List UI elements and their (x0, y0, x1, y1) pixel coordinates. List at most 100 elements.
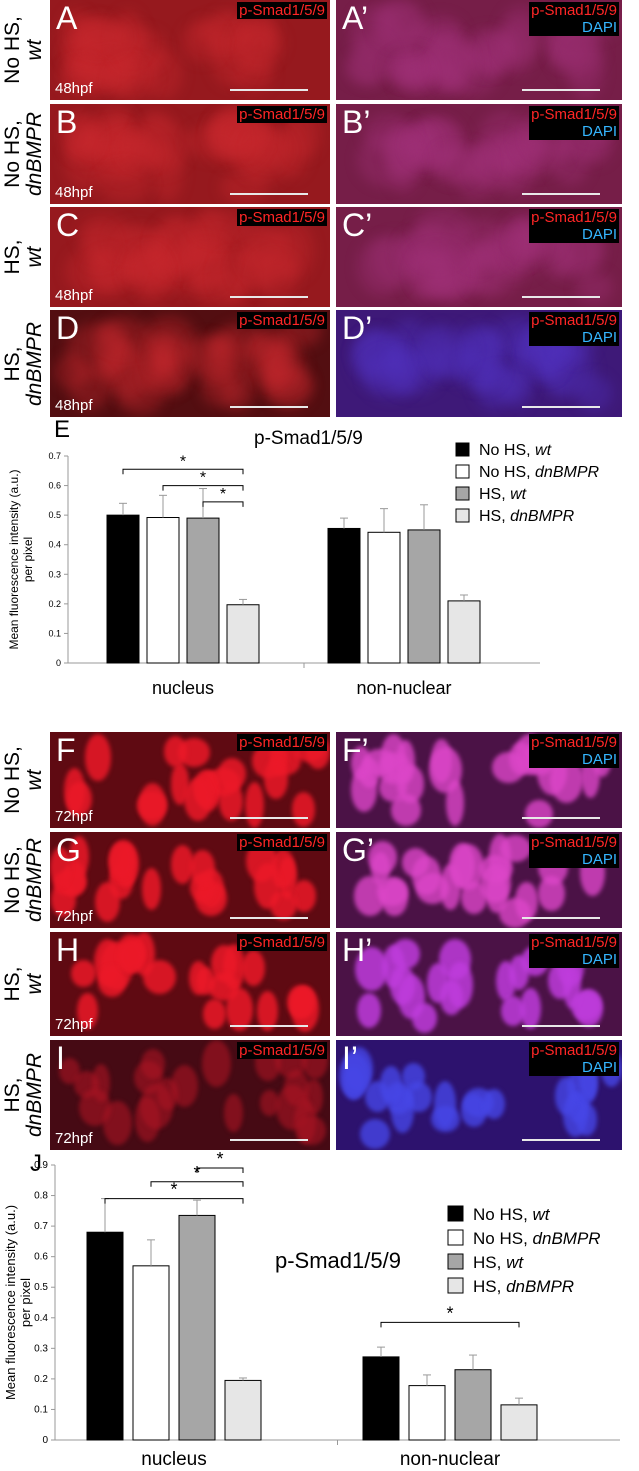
cell-nucleus (388, 319, 431, 379)
cell-nucleus (389, 965, 416, 1006)
cell-nucleus (576, 375, 612, 411)
dapi-label: DAPI (581, 751, 617, 768)
channel-label: p-Smad1/5/9 (237, 209, 327, 226)
cell-nucleus (74, 120, 131, 153)
row-label-genotype: dnBMPR (23, 1052, 46, 1138)
cell-nucleus (429, 245, 481, 301)
cell-nucleus (474, 360, 517, 411)
channel-label: p-Smad1/5/9 DAPI (529, 106, 619, 140)
cell-nucleus (385, 53, 418, 85)
bar (447, 600, 481, 664)
cell-nucleus (248, 131, 289, 167)
row-label: No HS, wt (0, 0, 48, 100)
cell-nucleus (396, 25, 448, 81)
stain-label: p-Smad1/5/9 (239, 312, 325, 329)
cell-nucleus (88, 144, 138, 179)
legend-label: No HS, wt (479, 442, 552, 459)
legend-label: HS, dnBMPR (473, 1277, 574, 1296)
cell-nucleus (394, 56, 431, 97)
cell-nucleus (119, 246, 180, 285)
cell-nucleus (402, 246, 442, 301)
stain-label: p-Smad1/5/9 (531, 312, 617, 329)
cell-nucleus (150, 336, 195, 393)
cell-nucleus (63, 134, 110, 191)
legend-label: No HS, wt (473, 1205, 551, 1224)
cell-nucleus (373, 1, 428, 47)
cell-nucleus (109, 59, 157, 100)
cell-nucleus (111, 10, 144, 68)
scale-bar (522, 1139, 600, 1141)
row-label-genotype: dnBMPR (23, 111, 46, 197)
significance-bracket (380, 1321, 520, 1328)
channel-label: p-Smad1/5/9 DAPI (529, 934, 619, 968)
cell-nucleus (391, 939, 420, 969)
cell-nucleus (359, 1119, 390, 1150)
y-tick-label: 0.4 (34, 1313, 48, 1324)
legend-swatch (455, 464, 470, 479)
cell-nucleus (92, 321, 132, 376)
cell-nucleus (405, 120, 442, 163)
cell-nucleus (511, 137, 567, 175)
cell-nucleus (383, 340, 422, 394)
cell-nucleus (454, 323, 500, 371)
cell-nucleus (209, 331, 245, 374)
legend-swatch (447, 1277, 464, 1294)
cell-nucleus (425, 25, 465, 83)
row-label-genotype: wt (23, 246, 46, 268)
panel-letter: D (56, 310, 80, 346)
cell-nucleus (66, 322, 125, 378)
bar (454, 1369, 492, 1441)
y-tick-label: 0.7 (34, 1221, 48, 1232)
cell-nucleus (174, 229, 235, 263)
scale-bar (522, 193, 600, 195)
cell-nucleus (406, 59, 460, 95)
row-label-text: No HS, wt (1, 746, 46, 814)
legend-swatch (447, 1253, 464, 1270)
cell-nucleus (228, 221, 283, 267)
cell-nucleus (508, 955, 530, 991)
scale-bar (230, 1139, 308, 1141)
bar (224, 1379, 262, 1441)
stain-label: p-Smad1/5/9 (531, 934, 617, 951)
cell-nucleus (98, 340, 143, 390)
cell-nucleus (225, 987, 253, 1031)
y-tick-label: 0 (42, 1435, 48, 1446)
row-label: HS, wt (0, 207, 48, 307)
panel-letter: C’ (342, 207, 373, 243)
cell-nucleus (109, 223, 157, 257)
scale-bar (522, 817, 600, 819)
panel-letter-e: E (54, 416, 71, 443)
significance-bracket (162, 485, 244, 491)
cell-nucleus (433, 142, 492, 185)
scale-bar (522, 1025, 600, 1027)
stain-label: p-Smad1/5/9 (531, 106, 617, 123)
cell-nucleus (501, 357, 533, 410)
channel-label: p-Smad1/5/9 (237, 106, 327, 123)
micrograph-pSmad-dapi-merge: D’ p-Smad1/5/9 DAPI (336, 310, 622, 417)
legend-label-condition: No HS, (479, 464, 535, 481)
legend-label-condition: No HS, (479, 442, 535, 459)
cell-nucleus (152, 217, 208, 276)
stain-label: p-Smad1/5/9 (531, 734, 617, 751)
y-tick-label: 0.6 (34, 1252, 48, 1263)
row-label-text: HS, wt (1, 239, 46, 274)
dapi-label: DAPI (581, 1059, 617, 1076)
legend-label-genotype: wt (535, 442, 552, 459)
cell-nucleus (85, 734, 111, 781)
scale-bar (522, 406, 600, 408)
cell-nucleus (99, 317, 150, 352)
cell-nucleus (339, 1052, 370, 1098)
cell-nucleus (413, 223, 463, 266)
cell-nucleus (354, 946, 388, 992)
legend-label: No HS, dnBMPR (479, 464, 599, 481)
cell-nucleus (118, 378, 163, 415)
y-axis-label-line: per pixel (18, 1278, 33, 1327)
row-label-condition: HS, (1, 1077, 24, 1113)
x-category-label: nucleus (141, 1449, 207, 1470)
panel-letter: B’ (342, 104, 371, 140)
cell-nucleus (461, 241, 522, 298)
chart-title: p-Smad1/5/9 (254, 428, 363, 449)
x-category-label: non-nuclear (400, 1449, 501, 1470)
cell-nucleus (253, 253, 299, 300)
